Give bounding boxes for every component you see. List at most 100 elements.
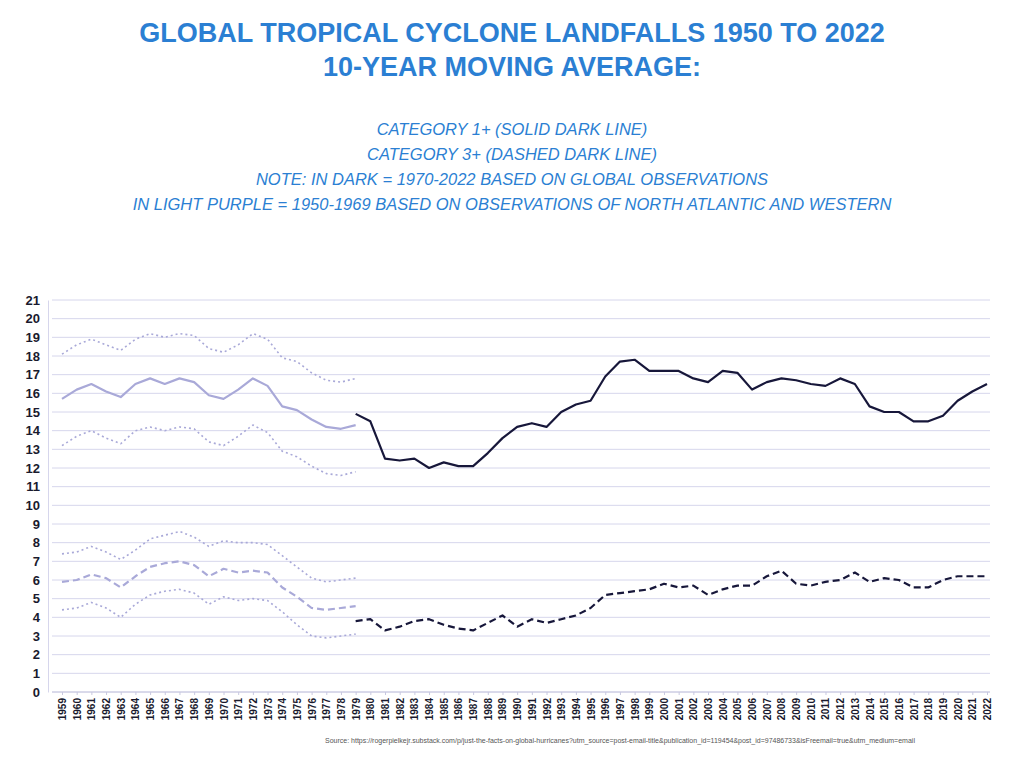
x-tick: 1972 [248,692,259,720]
x-tick: 1969 [204,692,215,720]
x-tick-mark [649,692,650,695]
x-tick: 1984 [424,692,435,720]
x-tick: 2001 [674,692,685,720]
y-tick: 1 [33,666,48,681]
x-tick-mark [840,692,841,695]
x-tick-label: 1988 [483,698,494,721]
y-tick-label: 21 [26,293,40,308]
y-tick-label: 15 [26,405,40,420]
x-tick: 2018 [923,692,934,720]
y-tick-label: 16 [26,386,40,401]
y-tick: 6 [33,573,48,588]
y-tick-label: 13 [26,442,40,457]
x-tick-label: 1976 [307,698,318,721]
x-tick-mark [561,692,562,695]
subtitle: CATEGORY 3+ (DASHED DARK LINE) [367,145,657,163]
x-tick-label: 1969 [204,698,215,721]
x-tick: 1967 [174,692,185,720]
x-tick-mark [914,692,915,695]
x-tick-mark [870,692,871,695]
x-tick-label: 2002 [688,698,699,721]
x-tick: 2019 [938,692,949,720]
x-tick: 1977 [321,692,332,720]
x-tick-label: 1995 [586,698,597,721]
y-tick: 4 [33,610,48,625]
y-tick-label: 19 [26,330,40,345]
x-tick: 1991 [527,692,538,720]
grid-line [52,524,990,525]
y-axis: 0123456789101112131415161718192021 [26,293,49,700]
x-tick-mark [635,692,636,695]
x-tick-mark [532,692,533,695]
x-tick-label: 2017 [909,698,920,721]
x-tick-label: 1991 [527,698,538,721]
grid-line [52,449,990,450]
y-tick: 0 [33,685,48,700]
x-tick: 1994 [571,692,582,720]
x-tick-mark [238,692,239,695]
x-tick-mark [91,692,92,695]
x-tick-label: 1961 [86,698,97,721]
x-tick-label: 2000 [659,698,670,721]
x-tick: 2017 [909,692,920,720]
x-tick: 1970 [219,692,230,720]
series-line [62,589,356,638]
x-tick: 1960 [72,692,83,720]
x-tick-label: 2007 [762,698,773,721]
y-tick-label: 0 [33,685,40,700]
grid-line [52,337,990,338]
x-tick-label: 1994 [571,698,582,721]
x-tick-label: 2018 [923,698,934,721]
x-tick: 2015 [879,692,890,720]
y-tick: 13 [26,442,48,457]
y-tick-label: 2 [33,647,40,662]
x-tick-mark [708,692,709,695]
x-tick-label: 1966 [160,698,171,721]
x-tick-mark [429,692,430,695]
x-tick: 1993 [556,692,567,720]
x-tick: 1963 [116,692,127,720]
x-tick-label: 2011 [820,698,831,720]
series-line [62,334,356,383]
grid-line [52,617,990,618]
x-tick-mark [502,692,503,695]
y-tick: 18 [26,349,48,364]
x-tick: 1981 [380,692,391,720]
series-line [62,531,356,581]
x-tick-mark [209,692,210,695]
grid-line [52,673,990,674]
x-tick: 1974 [277,692,288,720]
x-tick-label: 2016 [894,698,905,721]
grid-line [52,468,990,469]
x-tick-label: 1975 [292,698,303,721]
x-tick-label: 2010 [806,698,817,721]
x-tick-mark [679,692,680,695]
x-tick-mark [268,692,269,695]
x-tick-label: 1978 [336,698,347,721]
x-tick-mark [547,692,548,695]
y-tick: 15 [26,405,48,420]
x-tick-label: 1968 [189,698,200,721]
x-tick-mark [517,692,518,695]
y-tick-label: 17 [26,367,40,382]
x-tick: 1982 [395,692,406,720]
x-tick-label: 1979 [351,698,362,721]
x-tick: 1968 [189,692,200,720]
x-tick-mark [591,692,592,695]
series-line [356,571,987,631]
x-tick-mark [958,692,959,695]
x-tick-mark [796,692,797,695]
x-tick: 2013 [850,692,861,720]
x-tick-label: 1996 [600,698,611,721]
x-tick-label: 2015 [879,698,890,721]
x-tick-label: 1999 [644,698,655,721]
x-tick: 1973 [263,692,274,720]
source-note: Source: https://rogerpielkejr.substack.c… [325,737,915,745]
x-tick-mark [224,692,225,695]
x-tick-mark [400,692,401,695]
y-tick-label: 9 [33,517,40,532]
x-tick: 2012 [835,692,846,720]
x-tick: 1983 [409,692,420,720]
x-tick-mark [312,692,313,695]
x-tick: 2000 [659,692,670,720]
